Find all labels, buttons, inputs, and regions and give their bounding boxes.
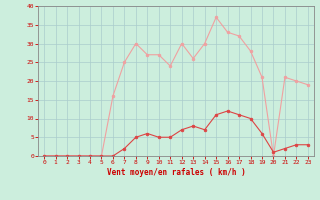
X-axis label: Vent moyen/en rafales ( km/h ): Vent moyen/en rafales ( km/h ) [107, 168, 245, 177]
